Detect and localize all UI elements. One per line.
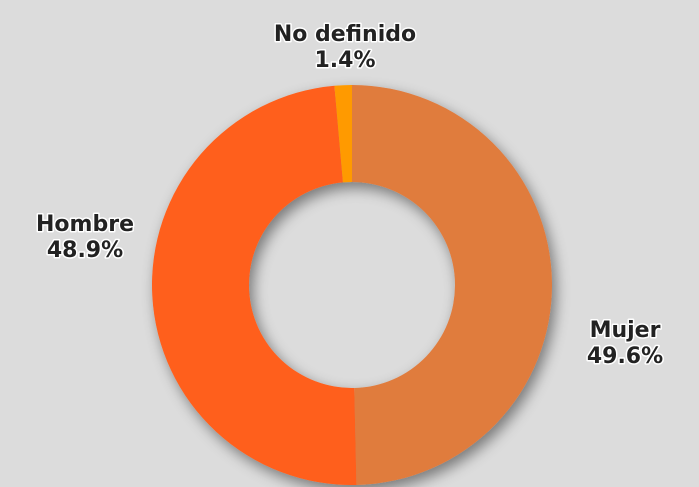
slice-value: 48.9% [47, 238, 123, 263]
donut [152, 85, 553, 485]
slice-label: No definido [274, 22, 416, 47]
slice [152, 85, 357, 485]
slice-label: Hombre [36, 212, 134, 237]
slice-label: Mujer [590, 318, 661, 343]
slice-value: 49.6% [587, 344, 663, 369]
slice [334, 85, 352, 183]
slice-value: 1.4% [314, 48, 375, 73]
slice [352, 85, 553, 485]
